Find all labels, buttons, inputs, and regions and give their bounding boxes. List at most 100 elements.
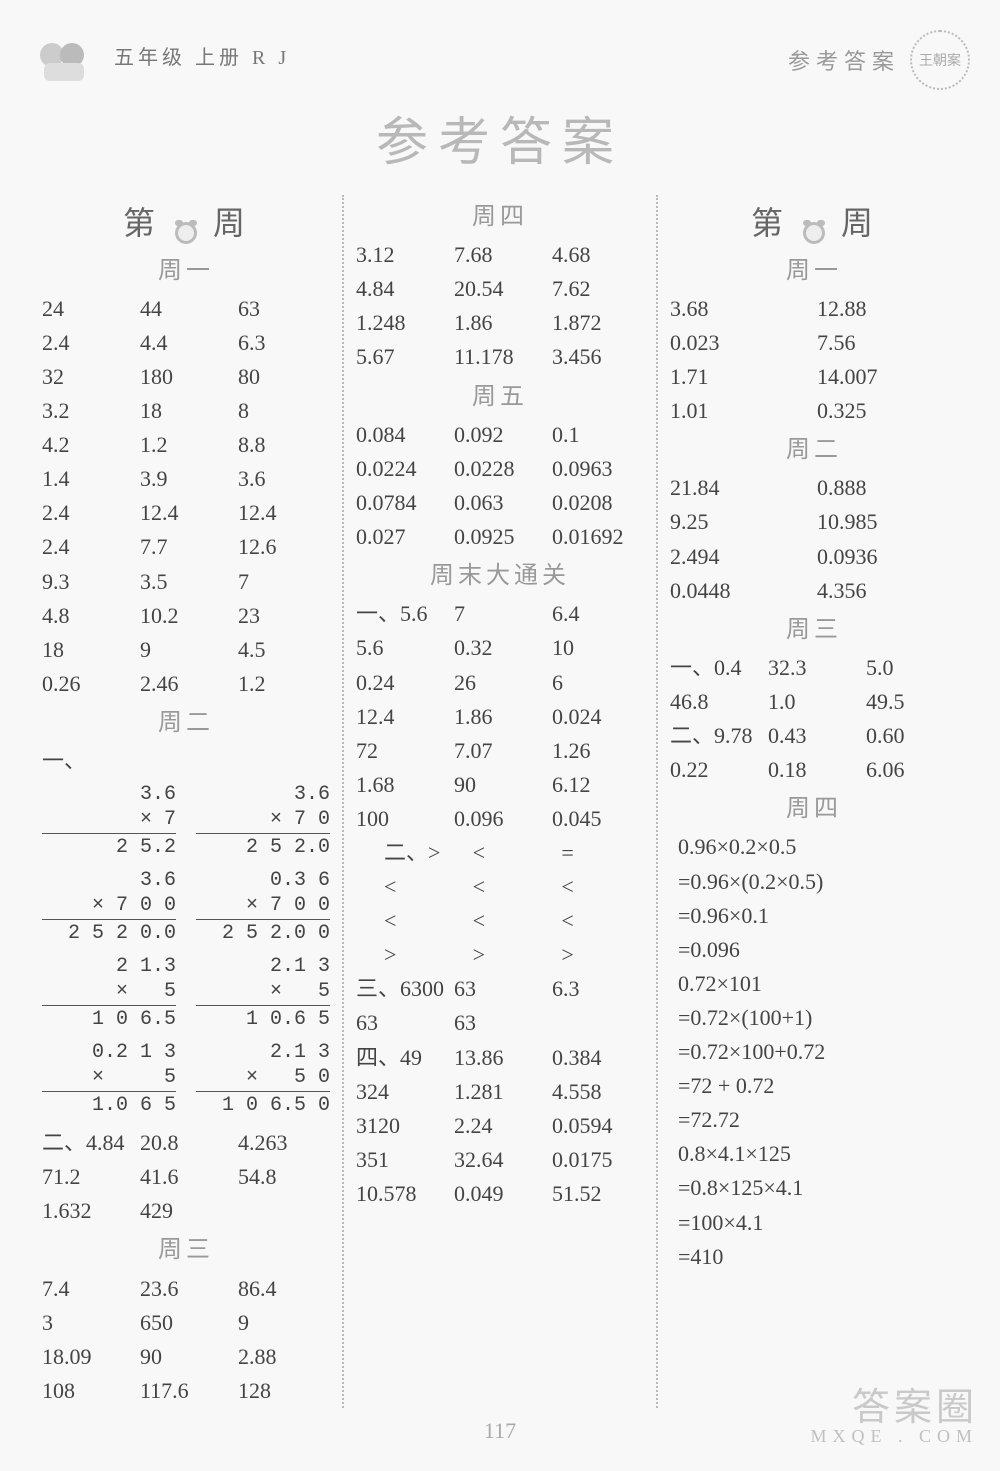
cell: 0.32 [454, 631, 546, 665]
cell: 6 [552, 666, 644, 700]
cell: 80 [238, 360, 330, 394]
equation-line: =72 + 0.72 [670, 1069, 958, 1103]
cell: 10.985 [817, 505, 958, 539]
cell: < [561, 904, 644, 938]
equation-line: =0.096 [670, 933, 958, 967]
cell: 3.456 [552, 340, 644, 374]
cell: 9 [140, 633, 232, 667]
cell: 8 [238, 394, 330, 428]
week2-sec2-grid: 二、9.780.430.600.220.186.06 [670, 719, 958, 787]
cell: 二、4.84 [42, 1126, 134, 1160]
cell: 7.4 [42, 1272, 134, 1306]
cell: 1.281 [454, 1075, 546, 1109]
section-1: 一、 [42, 744, 330, 778]
day-heading: 周三 [42, 1232, 330, 1269]
cell: 71.2 [42, 1160, 134, 1194]
seal-icon: 王朝案 [910, 30, 970, 90]
cell: 1.872 [552, 306, 644, 340]
cell: 20.8 [140, 1126, 232, 1160]
cell: 128 [238, 1374, 330, 1408]
cell [238, 1194, 330, 1228]
cell: 26 [454, 666, 546, 700]
cell: 1.248 [356, 306, 448, 340]
cell: 6.12 [552, 768, 644, 802]
cell: < [384, 870, 467, 904]
cell: 72 [356, 734, 448, 768]
equation-line: =0.96×(0.2×0.5) [670, 865, 958, 899]
cell: 0.027 [356, 520, 448, 554]
header: 五年级 上册 R J 参考答案 王朝案 [30, 30, 970, 90]
cell: 18 [140, 394, 232, 428]
watermark: 答案圈 MXQE . COM [810, 1389, 978, 1445]
cell: 0.24 [356, 666, 448, 700]
day-heading: 周四 [356, 199, 644, 236]
cell: 4.68 [552, 238, 644, 272]
day-heading: 周二 [42, 705, 330, 742]
cell: 63 [238, 292, 330, 326]
header-left: 五年级 上册 R J [30, 33, 290, 88]
cell: 23 [238, 599, 330, 633]
logo-icon [30, 33, 100, 88]
cell: 0.0224 [356, 452, 448, 486]
cell: 20.54 [454, 272, 546, 306]
cell: 0.43 [768, 719, 860, 753]
cell: 一、5.6 [356, 597, 448, 631]
cell: 0.092 [454, 418, 546, 452]
cell: 100 [356, 802, 448, 836]
cell: 3 [42, 1306, 134, 1340]
cell: 0.0175 [552, 1143, 644, 1177]
cell: 44 [140, 292, 232, 326]
equation-line: =0.72×(100+1) [670, 1001, 958, 1035]
cell: 32.3 [768, 651, 860, 685]
day-heading: 周五 [356, 379, 644, 416]
calc: 2.1 3 × 5 01 0 6.5 0 [196, 1040, 330, 1118]
cell: 6.4 [552, 597, 644, 631]
equation-line: =410 [670, 1240, 958, 1274]
weekend-sec1-grid: 一、5.676.45.60.32100.2426612.41.860.02472… [356, 597, 644, 836]
cell: 1.71 [670, 360, 811, 394]
page: 五年级 上册 R J 参考答案 王朝案 参考答案 第 周 周一 2444632.… [0, 0, 1000, 1471]
cell: 4.4 [140, 326, 232, 360]
cell: < [384, 904, 467, 938]
calc: 3.6 × 72 5.2 [42, 782, 176, 860]
cell: < [473, 836, 556, 870]
week1-day4-grid: 3.127.684.684.8420.547.621.2481.861.8725… [356, 238, 644, 374]
cell: 7 [238, 565, 330, 599]
cell: 1.68 [356, 768, 448, 802]
calc-pair: 2 1.3 × 51 0 6.5 2.1 3 × 51 0.6 5 [42, 954, 330, 1032]
cell: 0.045 [552, 802, 644, 836]
cell: 54.8 [238, 1160, 330, 1194]
calc: 2 1.3 × 51 0 6.5 [42, 954, 176, 1032]
grade-label: 五年级 上册 R J [114, 47, 290, 69]
cell: 24 [42, 292, 134, 326]
cell: 0.22 [670, 753, 762, 787]
cell: 1.2 [140, 428, 232, 462]
cell: 180 [140, 360, 232, 394]
cell: 6.3 [238, 326, 330, 360]
week2-day1-grid: 3.6812.880.0237.561.7114.0071.010.325 [670, 292, 958, 428]
week1-day5-grid: 0.0840.0920.10.02240.02280.09630.07840.0… [356, 418, 644, 554]
cell: 0.063 [454, 486, 546, 520]
calc-pair: 3.6 × 72 5.2 3.6 × 7 02 5 2.0 [42, 782, 330, 860]
cell: 1.0 [768, 685, 860, 719]
day-heading: 周一 [670, 253, 958, 290]
weekend-sec4-grid: 四、4913.860.3843241.2814.55831202.240.059… [356, 1041, 644, 1211]
cell: 10.578 [356, 1177, 448, 1211]
cell: 0.0448 [670, 574, 811, 608]
cell: 51.52 [552, 1177, 644, 1211]
cell: 1.01 [670, 394, 811, 428]
cell: 四、49 [356, 1041, 448, 1075]
cell: 1.632 [42, 1194, 134, 1228]
cell: 49.5 [866, 685, 958, 719]
cell: 0.049 [454, 1177, 546, 1211]
cell: 429 [140, 1194, 232, 1228]
cell: 7 [454, 597, 546, 631]
cell: 4.263 [238, 1126, 330, 1160]
cell: 三、6300 [356, 972, 448, 1006]
cell: 10.2 [140, 599, 232, 633]
cell: 1.2 [238, 667, 330, 701]
cell: 2.88 [238, 1340, 330, 1374]
cell: < [473, 904, 556, 938]
cell: 90 [140, 1340, 232, 1374]
cell: 1.26 [552, 734, 644, 768]
